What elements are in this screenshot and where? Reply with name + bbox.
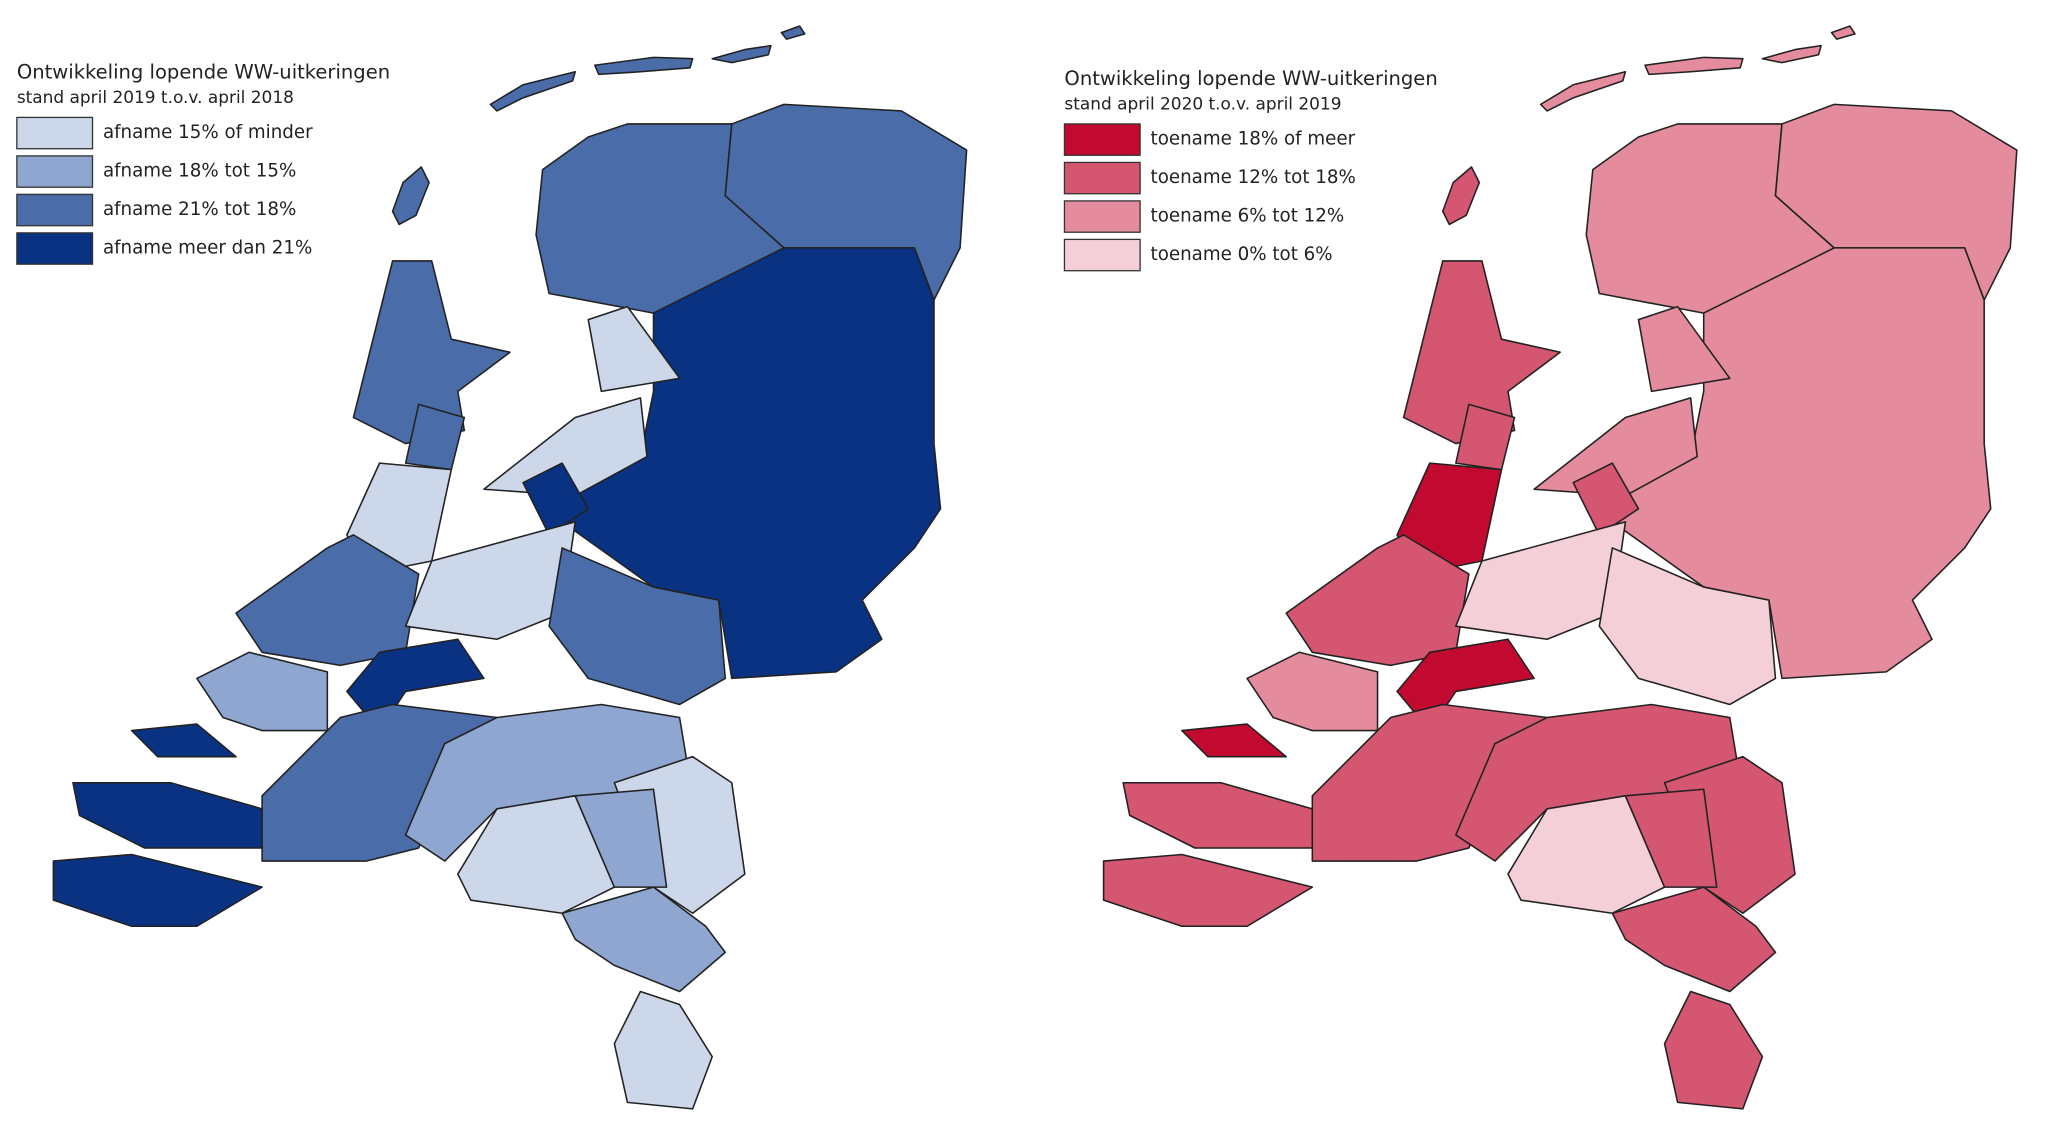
legend-swatch <box>1063 123 1141 156</box>
region <box>1761 44 1822 64</box>
region <box>587 305 681 393</box>
region <box>522 462 590 536</box>
map-left: Ontwikkeling lopende WW-uitkeringen stan… <box>16 25 968 1110</box>
region <box>1774 103 2018 301</box>
region-layer <box>1102 25 2018 1110</box>
legend-swatch <box>16 155 94 188</box>
legend-swatch <box>16 232 94 265</box>
region <box>489 70 577 112</box>
region <box>1644 56 1744 76</box>
map-right: Ontwikkeling lopende WW-uitkeringen stan… <box>1063 25 2018 1110</box>
region <box>1181 723 1288 758</box>
region <box>52 853 263 928</box>
region <box>574 788 668 888</box>
legend-label: afname 15% of minder <box>103 122 313 143</box>
region <box>1102 853 1314 928</box>
map-title: Ontwikkeling lopende WW-uitkeringen <box>1064 67 1437 90</box>
region <box>130 723 237 758</box>
region <box>1598 547 1777 706</box>
legend-swatch <box>16 116 94 150</box>
region <box>561 886 727 993</box>
legend-label: afname meer dan 21% <box>103 238 312 259</box>
map-subtitle: stand april 2020 t.o.v. april 2019 <box>1064 93 1341 113</box>
region <box>1663 990 1764 1110</box>
region <box>780 25 806 40</box>
region <box>1611 886 1777 993</box>
region <box>1246 651 1379 732</box>
region-layer <box>52 25 968 1110</box>
legend-label: toename 18% of meer <box>1151 129 1356 150</box>
region <box>1455 521 1627 641</box>
region <box>548 547 727 706</box>
map-subtitle: stand april 2019 t.o.v. april 2018 <box>17 87 294 107</box>
region <box>613 990 713 1110</box>
region <box>1441 166 1481 226</box>
region <box>1637 305 1731 393</box>
legend-swatch <box>1063 238 1141 272</box>
region <box>1539 70 1627 112</box>
region <box>724 103 968 301</box>
region <box>404 521 577 641</box>
legend-label: toename 0% tot 6% <box>1151 244 1333 265</box>
region <box>72 781 263 849</box>
region <box>1830 25 1856 40</box>
legend-label: afname 21% tot 18% <box>103 199 296 220</box>
legend-swatch <box>16 193 94 227</box>
region <box>1572 462 1640 536</box>
region <box>711 44 772 64</box>
region <box>594 56 694 76</box>
map-title: Ontwikkeling lopende WW-uitkeringen <box>17 61 390 84</box>
region <box>391 166 430 226</box>
legend-swatch <box>1063 161 1141 195</box>
legend-label: afname 18% tot 15% <box>103 161 296 182</box>
legend-swatch <box>1063 200 1141 233</box>
region <box>196 651 329 732</box>
legend-label: toename 12% tot 18% <box>1151 167 1356 188</box>
region <box>1122 781 1314 849</box>
legend-label: toename 6% tot 12% <box>1151 206 1345 227</box>
region <box>1624 788 1718 888</box>
